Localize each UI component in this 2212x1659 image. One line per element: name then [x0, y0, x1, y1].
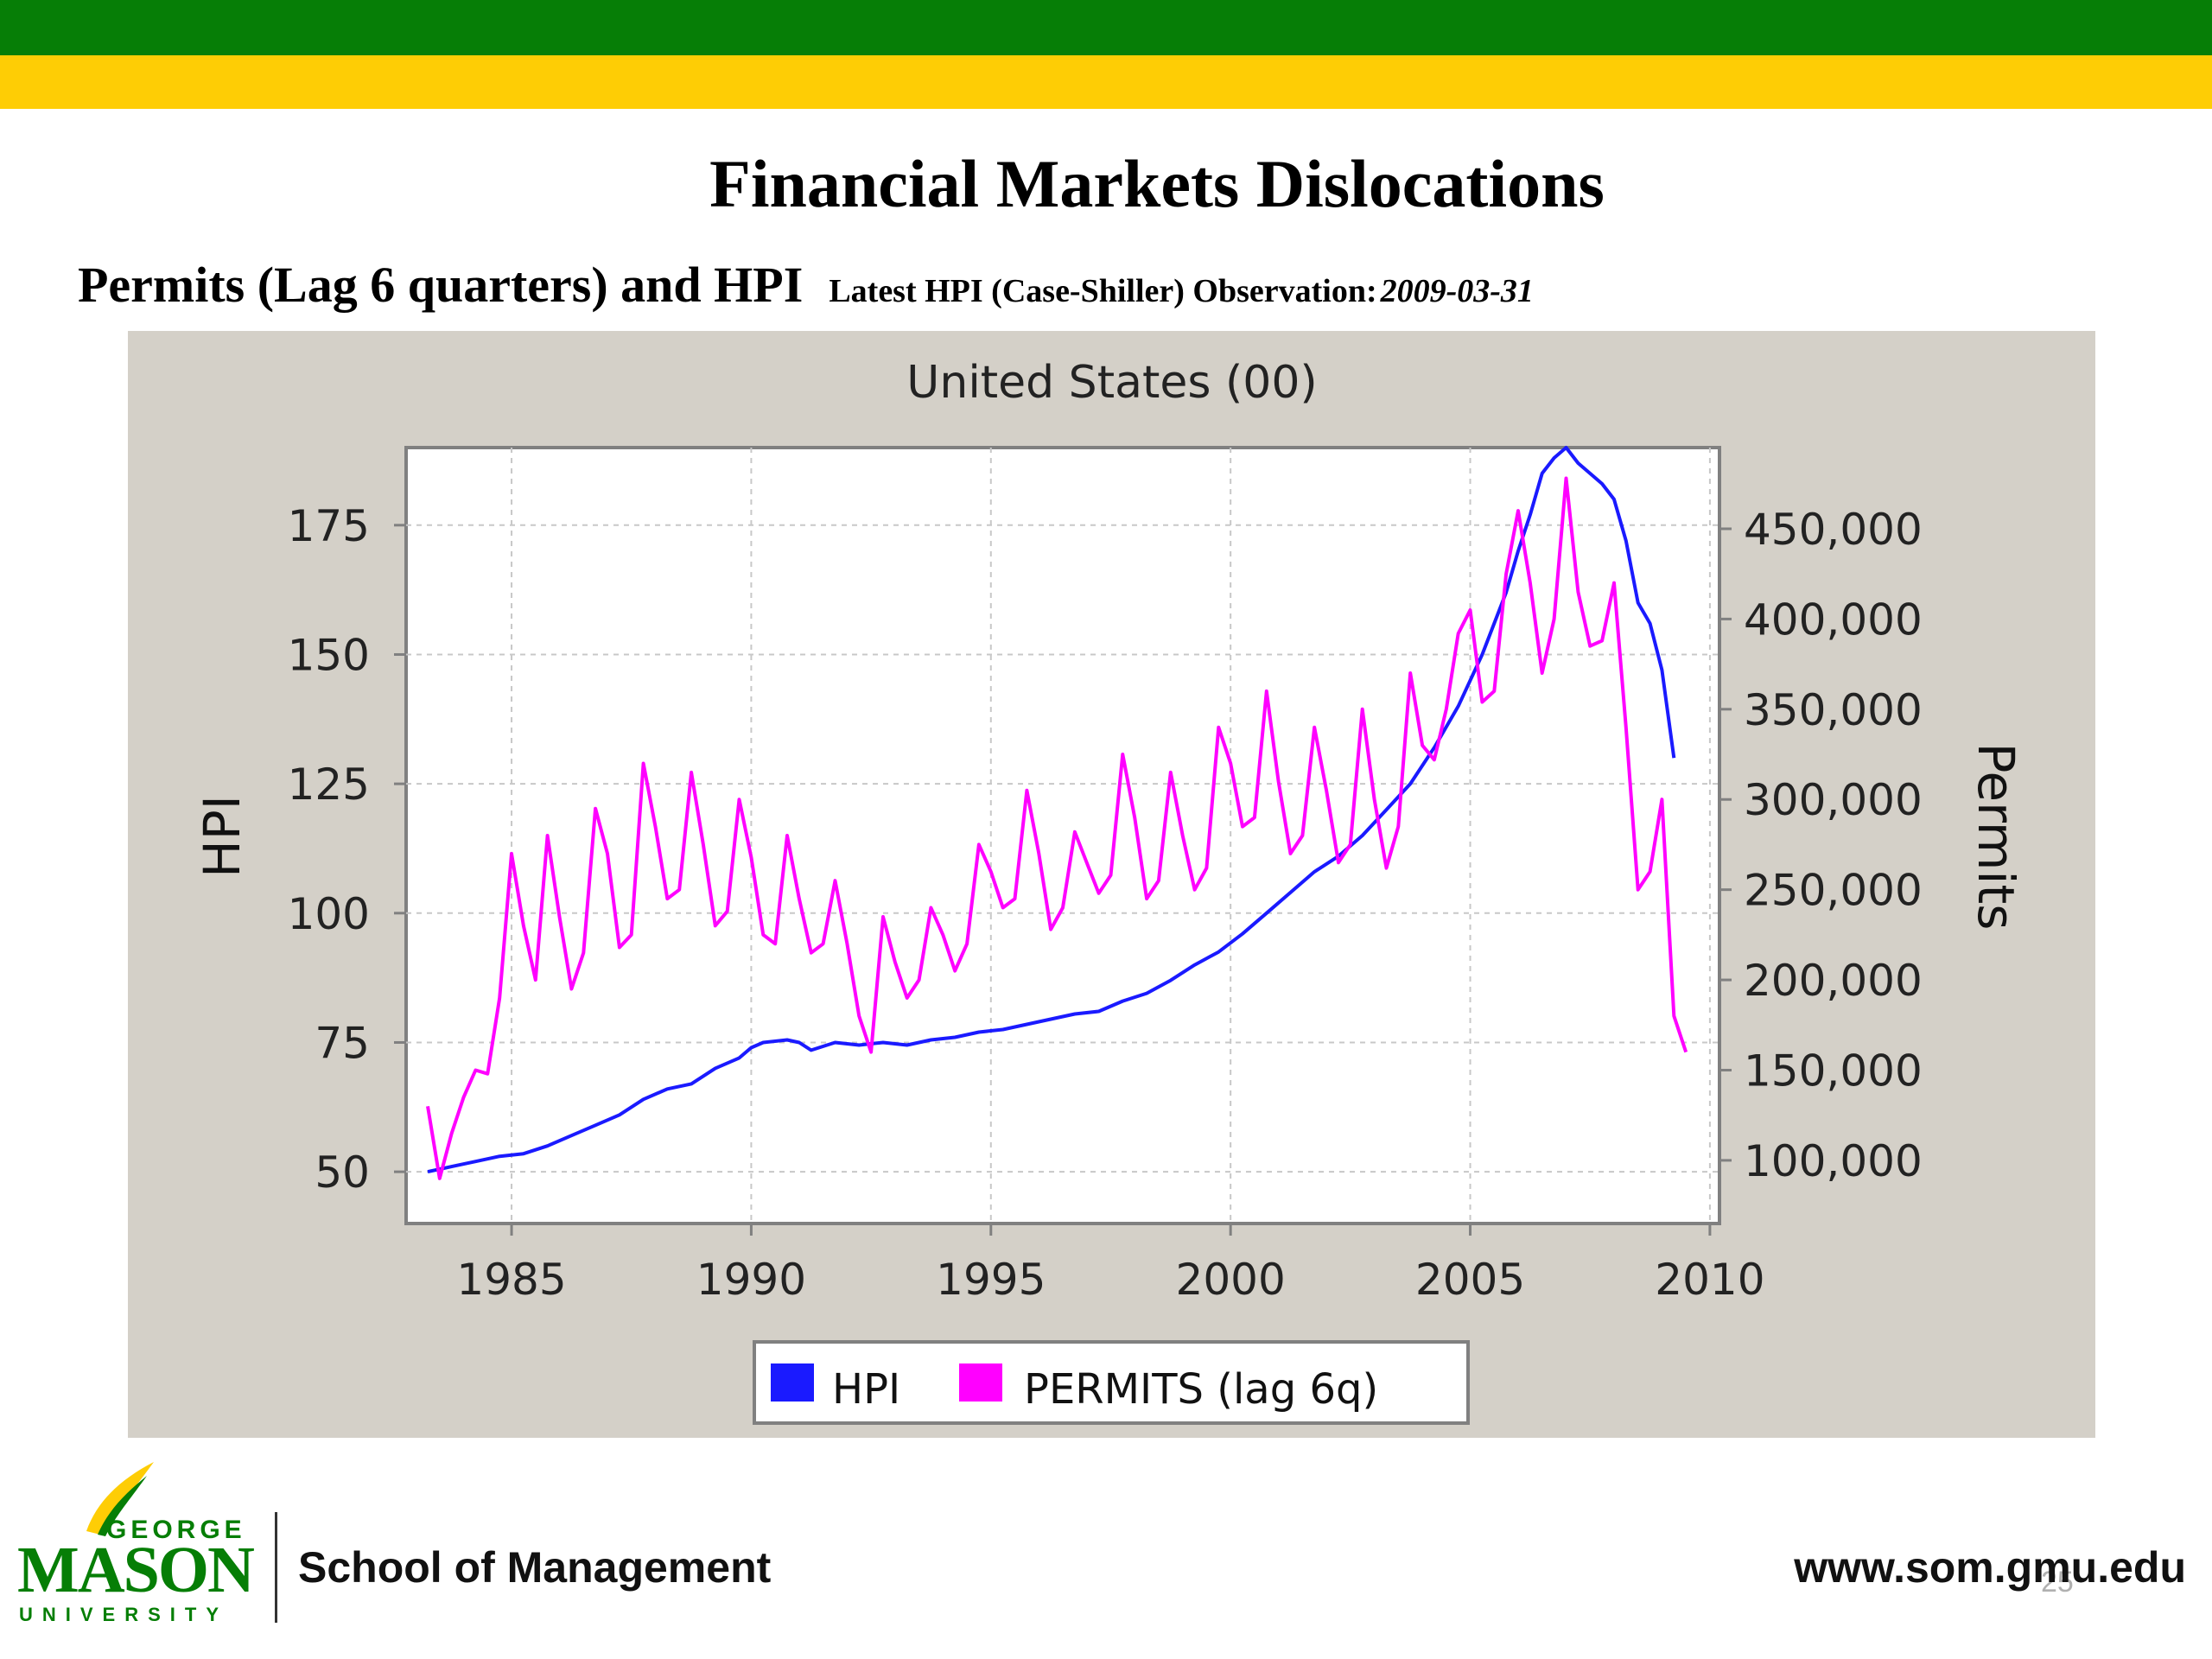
logo-top-text: GEORGE — [106, 1516, 246, 1544]
y2-axis-label: Permits — [1967, 743, 2025, 931]
y-tick-label-150: 150 — [288, 630, 370, 680]
y-tick-label-100: 100 — [288, 889, 370, 939]
x-tick-label-2000: 2000 — [1176, 1255, 1286, 1305]
y-tick-label-50: 50 — [315, 1147, 370, 1198]
chart-title: United States (00) — [906, 357, 1317, 409]
y2-tick-label-350000: 350,000 — [1744, 685, 1923, 735]
y2-tick-label-250000: 250,000 — [1744, 866, 1923, 916]
logo-bottom-text: UNIVERSITY — [19, 1604, 228, 1624]
y2-tick-label-400000: 400,000 — [1744, 594, 1923, 645]
header-band-green — [0, 0, 2212, 55]
y2-tick-label-300000: 300,000 — [1744, 775, 1923, 825]
y-tick-label-75: 75 — [315, 1018, 370, 1068]
x-tick-label-1985: 1985 — [456, 1255, 566, 1305]
observation-note: Latest HPI (Case-Shiller) Observation: — [829, 273, 1377, 309]
logo-leaf-icon — [86, 1462, 154, 1535]
footer-divider — [275, 1512, 277, 1623]
x-tick-label-2005: 2005 — [1415, 1255, 1525, 1305]
legend-box — [753, 1340, 1470, 1425]
observation-date: 2009-03-31 — [1380, 273, 1534, 309]
axis-ticks: 1985 1990 1995 2000 2005 2010 50 75 100 125 150 175… — [288, 501, 1923, 1305]
series-line-permits — [426, 476, 1688, 1180]
george-mason-logo: GEORGE MASON UNIVERSITY — [17, 1462, 256, 1624]
footer-school-name: School of Management — [298, 1543, 772, 1592]
legend-label-permits: PERMITS (lag 6q) — [1024, 1365, 1378, 1414]
y-axis-label: HPI — [193, 795, 251, 878]
plot-area — [404, 446, 1721, 1225]
subtitle-row: Permits (Lag 6 quarters) and HPI Latest H… — [78, 256, 1534, 314]
legend-swatch-permits — [959, 1363, 1002, 1402]
y2-tick-label-150000: 150,000 — [1744, 1046, 1923, 1096]
series-lines — [426, 446, 1688, 1180]
logo-leaf-accent-icon — [98, 1476, 147, 1536]
logo-main-text: MASON — [17, 1534, 254, 1606]
series-line-hpi — [427, 446, 1676, 1174]
y2-tick-label-450000: 450,000 — [1744, 505, 1923, 555]
y2-tick-label-200000: 200,000 — [1744, 956, 1923, 1006]
x-tick-label-1995: 1995 — [936, 1255, 1046, 1305]
legend-swatch-hpi — [771, 1363, 814, 1402]
legend-label-hpi: HPI — [832, 1365, 900, 1414]
footer-website[interactable]: www.som.gmu.edu — [1794, 1543, 2186, 1592]
y2-tick-label-100000: 100,000 — [1744, 1136, 1923, 1186]
y-tick-label-125: 125 — [288, 760, 370, 810]
slide-title: Financial Markets Dislocations — [709, 146, 1605, 221]
x-tick-label-2010: 2010 — [1655, 1255, 1764, 1305]
chart-subtitle: Permits (Lag 6 quarters) and HPI — [78, 257, 804, 313]
legend: HPI PERMITS (lag 6q) — [753, 1340, 1470, 1425]
grid-lines — [406, 448, 1719, 1224]
x-tick-label-1990: 1990 — [696, 1255, 806, 1305]
y-tick-label-175: 175 — [288, 501, 370, 551]
header-band-gold — [0, 55, 2212, 109]
page-number: 25 — [2041, 1566, 2074, 1599]
